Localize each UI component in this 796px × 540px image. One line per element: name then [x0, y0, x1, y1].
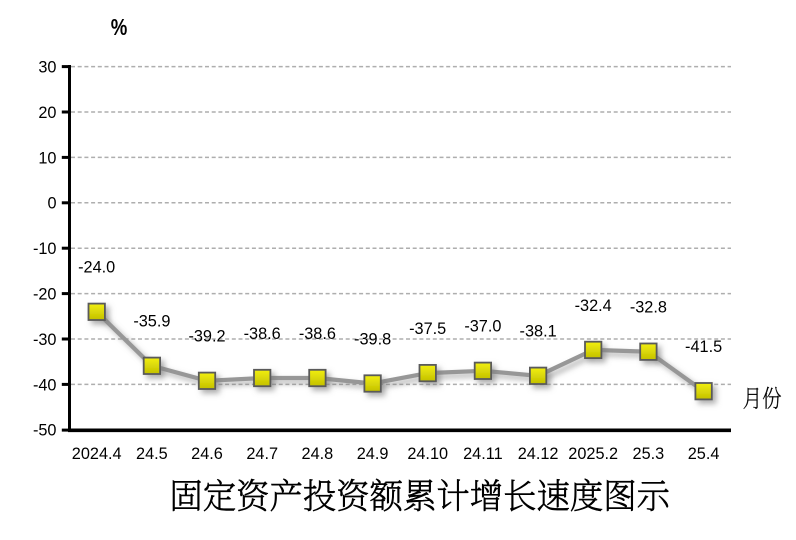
svg-text:-39.8: -39.8 [354, 330, 391, 348]
svg-text:-38.6: -38.6 [299, 325, 336, 343]
svg-text:0: 0 [47, 195, 56, 213]
svg-text:-39.2: -39.2 [188, 328, 225, 346]
svg-text:-30: -30 [33, 331, 57, 349]
svg-text:-41.5: -41.5 [685, 338, 722, 356]
svg-text:-10: -10 [33, 240, 57, 258]
svg-text:24.9: 24.9 [357, 445, 389, 463]
svg-text:-40: -40 [33, 376, 57, 394]
svg-text:-32.8: -32.8 [630, 299, 667, 317]
svg-text:-20: -20 [33, 286, 57, 304]
svg-text:24.5: 24.5 [136, 445, 168, 463]
svg-text:2025.2: 2025.2 [568, 445, 618, 463]
svg-text:24.11: 24.11 [463, 445, 503, 463]
svg-text:24.8: 24.8 [302, 445, 334, 463]
svg-text:-37.0: -37.0 [464, 318, 501, 336]
svg-text:-38.1: -38.1 [520, 323, 557, 341]
svg-text:-38.6: -38.6 [244, 325, 281, 343]
svg-text:25.4: 25.4 [688, 445, 720, 463]
svg-text:30: 30 [38, 59, 56, 77]
svg-text:-24.0: -24.0 [78, 259, 115, 277]
svg-text:20: 20 [38, 104, 56, 122]
svg-text:%: % [111, 15, 128, 40]
svg-text:-37.5: -37.5 [409, 320, 446, 338]
svg-text:-32.4: -32.4 [575, 297, 612, 315]
svg-text:10: 10 [38, 149, 56, 167]
svg-text:24.7: 24.7 [246, 445, 278, 463]
svg-text:-35.9: -35.9 [133, 313, 170, 331]
svg-text:24.10: 24.10 [407, 445, 448, 463]
svg-text:24.6: 24.6 [191, 445, 223, 463]
svg-text:-50: -50 [33, 422, 57, 440]
svg-text:24.12: 24.12 [518, 445, 559, 463]
svg-text:2024.4: 2024.4 [72, 445, 122, 463]
svg-text:25.3: 25.3 [633, 445, 665, 463]
